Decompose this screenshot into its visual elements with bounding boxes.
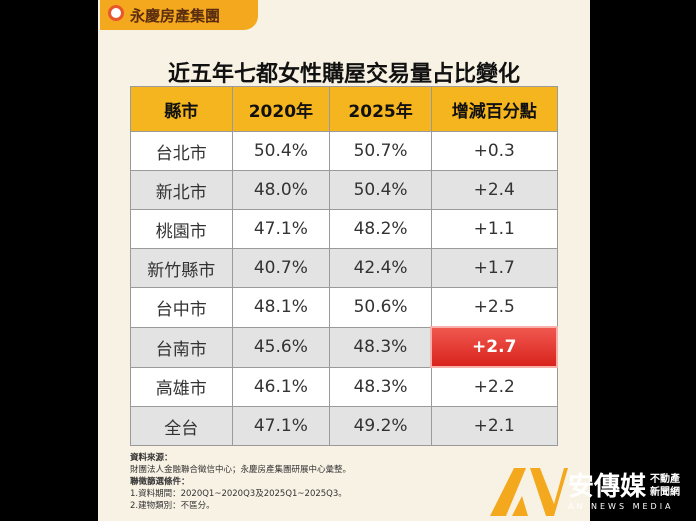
table-row: 全台 47.1% 49.2% +2.1 [130, 406, 558, 446]
table-cell: 47.1% [231, 209, 331, 249]
table-cell: 桃園市 [130, 209, 233, 249]
column-header: 增減百分點 [430, 86, 558, 132]
table-cell: 47.1% [231, 406, 331, 446]
table-cell: 台南市 [130, 326, 233, 368]
watermark-icon [490, 468, 568, 516]
table-cell: 48.1% [231, 287, 331, 328]
table-cell: 45.6% [231, 326, 331, 368]
watermark: 安傳媒 不動產 新聞網 AN NEWS MEDIA [488, 462, 696, 521]
watermark-tag: 不動產 [650, 474, 680, 485]
note: 2.建物類別：不區分。 [130, 501, 215, 511]
logo-text: 永慶房產集團 [130, 7, 221, 25]
logo: 永慶房產集團 [100, 0, 258, 30]
table-row: 新北市 48.0% 50.4% +2.4 [130, 170, 558, 210]
table-cell: +2.2 [430, 366, 558, 407]
watermark-english: AN NEWS MEDIA [568, 502, 674, 511]
table-cell: +2.4 [430, 170, 558, 210]
note: 1.資料期間：2020Q1~2020Q3及2025Q1~2025Q3。 [130, 489, 347, 499]
table-cell: +2.5 [430, 287, 558, 328]
table-cell: 40.7% [231, 248, 331, 288]
table-body: 台北市 50.4% 50.7% +0.3 新北市 48.0% 50.4% +2.4 桃園市 47.… [130, 131, 558, 446]
table-cell: 48.3% [329, 366, 432, 407]
table-cell: 49.2% [329, 406, 432, 446]
table-row: 高雄市 46.1% 48.3% +2.2 [130, 366, 558, 407]
table-cell: 新北市 [130, 170, 233, 210]
table-cell: 50.6% [329, 287, 432, 328]
table-cell: +0.3 [430, 131, 558, 171]
table-cell: 50.7% [329, 131, 432, 171]
note: 財團法人金融聯合徵信中心；永慶房產集團研展中心彙整。 [130, 465, 352, 475]
notes: 資料來源： 財團法人金融聯合徵信中心；永慶房產集團研展中心彙整。 聯徵篩選條件：… [130, 452, 351, 512]
column-header: 2025年 [329, 86, 432, 132]
note-heading: 聯徵篩選條件： [130, 477, 190, 487]
table-cell: 全台 [130, 406, 233, 446]
watermark-tag: 新聞網 [650, 487, 680, 498]
logo-icon [108, 5, 124, 21]
table-cell: 48.0% [231, 170, 331, 210]
table-row: 桃園市 47.1% 48.2% +1.1 [130, 209, 558, 249]
table-cell: 台中市 [130, 287, 233, 328]
table-cell: 新竹縣市 [130, 248, 233, 288]
table-row: 台南市 45.6% 48.3% +2.7 [130, 326, 558, 368]
column-header: 2020年 [231, 86, 331, 132]
table-cell: 50.4% [329, 170, 432, 210]
table-cell: 46.1% [231, 366, 331, 407]
table-cell: 48.3% [329, 326, 432, 368]
table-cell: +1.1 [430, 209, 558, 249]
column-header: 縣市 [130, 86, 233, 132]
table-row: 台北市 50.4% 50.7% +0.3 [130, 131, 558, 171]
note-heading: 資料來源： [130, 453, 173, 463]
header-row: 縣市 2020年 2025年 增減百分點 [130, 86, 558, 132]
title: 近五年七都女性購屋交易量占比變化 [167, 62, 520, 87]
table-cell: 42.4% [329, 248, 432, 288]
table-cell: 台北市 [130, 131, 233, 171]
table-row: 台中市 48.1% 50.6% +2.5 [130, 287, 558, 328]
table-cell: +2.7 [430, 326, 558, 368]
table-cell: 高雄市 [130, 366, 233, 407]
data-table: 縣市 2020年 2025年 增減百分點 台北市 50.4% 50.7% +0.3 新北市 48… [130, 86, 558, 446]
table-cell: +2.1 [430, 406, 558, 446]
table-cell: 48.2% [329, 209, 432, 249]
table-cell: 50.4% [231, 131, 331, 171]
table-cell: +1.7 [430, 248, 558, 288]
watermark-name: 安傳媒 [568, 472, 647, 502]
table-row: 新竹縣市 40.7% 42.4% +1.7 [130, 248, 558, 288]
